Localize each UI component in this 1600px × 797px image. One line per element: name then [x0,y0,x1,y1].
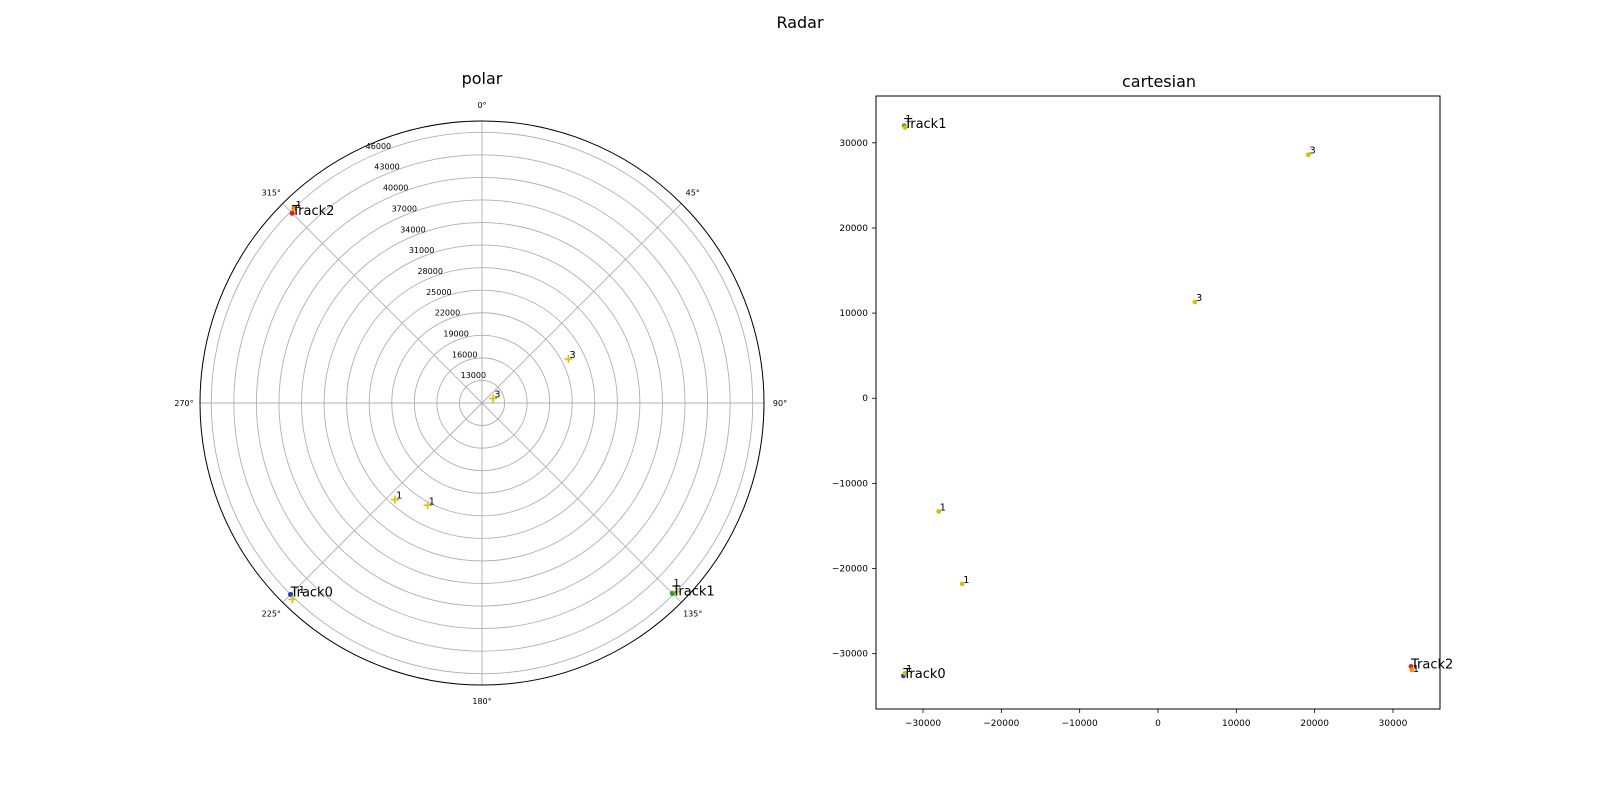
polar-grid-spoke [481,203,682,404]
polar-r-tick-label: 13000 [461,371,486,380]
polar-theta-tick-label: 0° [477,101,486,110]
polar-title: polar [462,69,503,88]
polar-data-point [564,354,573,363]
cartesian-x-tick-label: −10000 [1062,719,1098,729]
cartesian-data-label: 1 [1413,664,1419,675]
polar-data-point [291,205,297,211]
polar-grid [199,120,765,686]
polar-grid-spoke [481,402,682,603]
polar-data-point [288,595,297,604]
cartesian-plot-frame [875,95,1441,710]
cartesian-y-tick-label: −20000 [832,565,868,575]
polar-theta-tick-label: 315° [262,188,281,197]
cartesian-data-label: 1 [940,502,946,513]
cartesian-data-label: 1 [963,575,969,586]
cartesian-data-point [936,509,942,514]
polar-r-tick-label: 46000 [366,142,391,151]
figure-title: Radar [776,13,824,32]
polar-data-label: 1 [429,496,435,507]
cartesian-x-tick-label: −20000 [983,719,1019,729]
polar-theta-tick-label: 90° [773,399,787,408]
polar-chart: polar 13000 16000 19000 22000 25000 28000 3100… [174,69,787,706]
polar-theta-tick-label: 45° [686,188,700,197]
polar-data-label: Track1 [671,584,714,599]
cartesian-data-label: 1 [906,664,912,675]
cartesian-data-point [959,581,965,587]
polar-data-label: Track0 [290,585,333,600]
cartesian-x-tick-label: 30000 [1379,719,1408,729]
polar-theta-tick-label: 270° [174,399,193,408]
cartesian-y-tick-label: −10000 [832,479,868,489]
polar-frame [199,120,765,686]
polar-r-tick-label: 37000 [392,204,417,213]
polar-data-label: 1 [295,200,301,211]
polar-r-tick-label: 34000 [400,225,425,234]
polar-data-point [289,210,295,216]
cartesian-x-tick-label: 10000 [1222,719,1251,729]
polar-data-label: 1 [299,585,305,596]
polar-data-point [489,394,498,403]
polar-data-label: 1 [673,578,679,589]
polar-data-label: 3 [569,350,575,361]
cartesian-x-tick-label: 0 [1155,719,1161,729]
polar-data-label: Track2 [291,204,334,219]
cartesian-data-point [902,670,908,676]
polar-tick-labels: 1300016000190002200025000280003100034000… [174,101,787,706]
cartesian-data-label: Track1 [903,117,946,132]
polar-grid-spoke [282,402,483,603]
cartesian-data-point [1306,152,1311,158]
polar-theta-tick-label: 135° [683,610,702,619]
cartesian-x-tick-label: −30000 [905,719,941,729]
polar-grid-spoke [282,203,483,404]
cartesian-title: cartesian [1122,72,1196,91]
cartesian-x-tick-label: 20000 [1300,719,1329,729]
polar-r-tick-label: 31000 [409,246,434,255]
polar-data-point [673,587,682,596]
polar-data-point [423,501,432,510]
cartesian-y-tick-label: 30000 [839,139,868,149]
polar-theta-tick-label: 225° [262,610,281,619]
polar-data-point [390,495,399,504]
cartesian-chart: cartesian −30000 −20000 −10000 0 10000 20000 3… [832,72,1453,729]
cartesian-data-label: 1 [905,114,911,125]
polar-r-tick-label: 16000 [452,350,477,359]
cartesian-data-point [902,125,908,130]
cartesian-data-label: 3 [1196,293,1202,304]
cartesian-data-point [1409,667,1415,673]
cartesian-ticks: −30000 −20000 −10000 0 10000 20000 30000 −30000… [832,139,1408,729]
cartesian-y-tick-label: 0 [862,394,868,404]
cartesian-y-tick-label: 10000 [839,309,868,319]
cartesian-y-tick-label: −30000 [832,650,868,660]
polar-r-tick-label: 40000 [383,184,408,193]
polar-data-label: 3 [494,389,500,400]
cartesian-data-point [1192,299,1198,305]
polar-r-tick-label: 19000 [443,329,468,338]
polar-theta-tick-label: 180° [472,697,491,706]
cartesian-data-label: 3 [1309,146,1315,157]
polar-r-tick-label: 22000 [435,309,460,318]
polar-r-tick-label: 43000 [374,163,399,172]
cartesian-data-label: Track0 [902,667,945,682]
cartesian-data-label: Track2 [1410,657,1453,672]
polar-r-tick-label: 28000 [417,267,442,276]
cartesian-y-tick-label: 20000 [839,224,868,234]
polar-data-label: 1 [396,491,402,502]
polar-r-tick-label: 25000 [426,288,451,297]
